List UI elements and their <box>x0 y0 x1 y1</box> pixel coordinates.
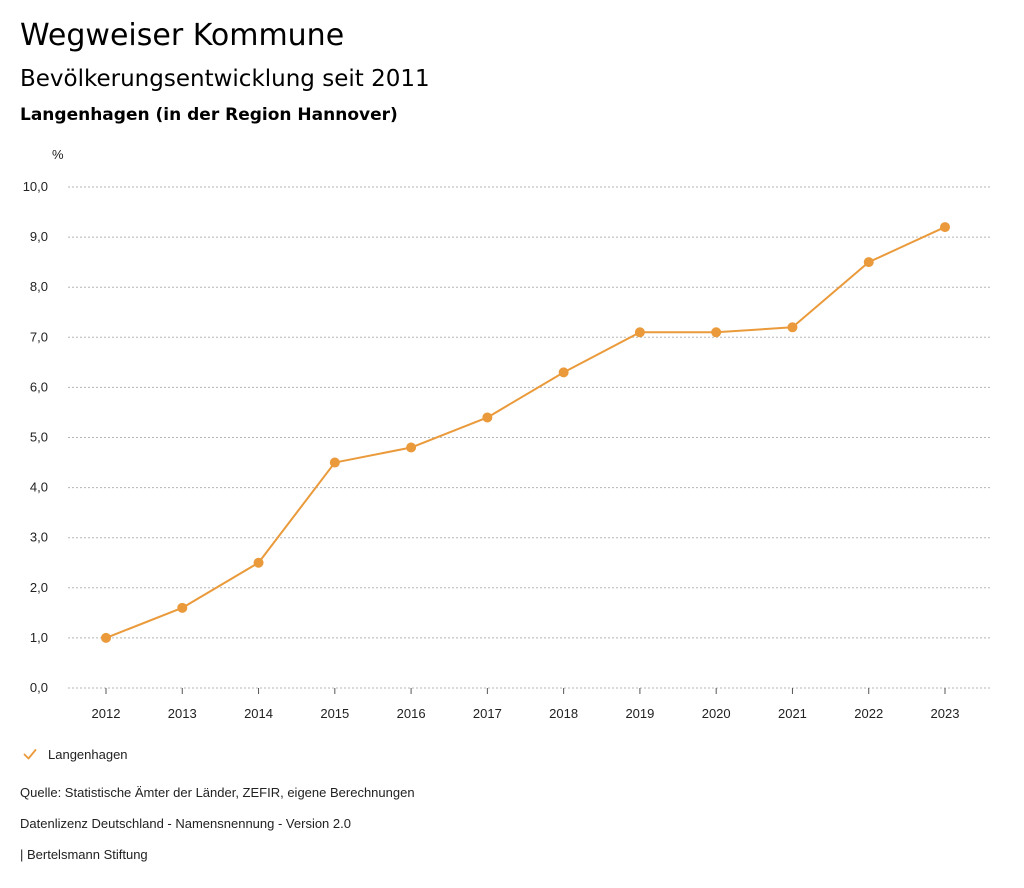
x-tick-label: 2013 <box>168 706 197 721</box>
series-line-langenhagen <box>105 226 946 639</box>
y-tick-label: 6,0 <box>30 379 48 394</box>
y-tick-label: 5,0 <box>30 430 48 445</box>
legend[interactable]: Langenhagen <box>22 743 128 765</box>
y-tick-label: 1,0 <box>30 630 48 645</box>
x-tick-label: 2015 <box>320 706 349 721</box>
data-point <box>406 442 417 453</box>
data-point <box>634 327 645 338</box>
x-tick-label: 2016 <box>397 706 426 721</box>
y-tick-label: 2,0 <box>30 580 48 595</box>
source-note: Quelle: Statistische Ämter der Länder, Z… <box>20 785 415 800</box>
publisher-note: | Bertelsmann Stiftung <box>20 847 148 862</box>
x-tick-label: 2022 <box>854 706 883 721</box>
data-point <box>711 327 722 338</box>
data-point <box>329 457 340 468</box>
x-tick-label: 2019 <box>625 706 654 721</box>
series <box>101 222 950 643</box>
chart-subtitle: Bevölkerungsentwicklung seit 2011 <box>20 66 430 92</box>
x-tick-label: 2017 <box>473 706 502 721</box>
grid-lines <box>68 186 990 689</box>
data-point <box>787 322 798 333</box>
check-icon <box>23 749 37 760</box>
x-tick-label: 2020 <box>702 706 731 721</box>
data-point <box>482 412 493 423</box>
x-tick-label: 2023 <box>931 706 960 721</box>
axes: % 0,0 1,0 2,0 3,0 4,0 5,0 6,0 7,0 8,0 9,0 10,0 2012 2… <box>23 147 960 721</box>
y-tick-label: 4,0 <box>30 480 48 495</box>
legend-label: Langenhagen <box>48 746 128 762</box>
line-chart: % 0,0 1,0 2,0 3,0 4,0 5,0 6,0 7,0 8,0 9,0 10,0 2012 2… <box>23 147 990 721</box>
region-label: Langenhagen (in der Region Hannover) <box>20 105 398 125</box>
y-tick-label: 3,0 <box>30 530 48 545</box>
y-tick-label: 7,0 <box>30 329 48 344</box>
y-tick-label: 8,0 <box>30 279 48 294</box>
y-tick-label: 0,0 <box>30 680 48 695</box>
data-point <box>863 257 874 268</box>
x-tick-label: 2021 <box>778 706 807 721</box>
data-point <box>101 632 111 643</box>
license-note: Datenlizenz Deutschland - Namensnennung … <box>20 816 351 831</box>
data-point <box>253 557 264 568</box>
data-point <box>177 602 188 613</box>
x-tick-label: 2012 <box>92 706 121 721</box>
data-point <box>940 222 950 233</box>
page-title: Wegweiser Kommune <box>20 18 345 53</box>
x-tick-label: 2018 <box>549 706 578 721</box>
y-tick-label: 9,0 <box>30 229 48 244</box>
data-point <box>558 367 569 378</box>
y-tick-label: 10,0 <box>23 179 48 194</box>
x-tick-label: 2014 <box>244 706 273 721</box>
y-axis-label: % <box>52 147 64 162</box>
